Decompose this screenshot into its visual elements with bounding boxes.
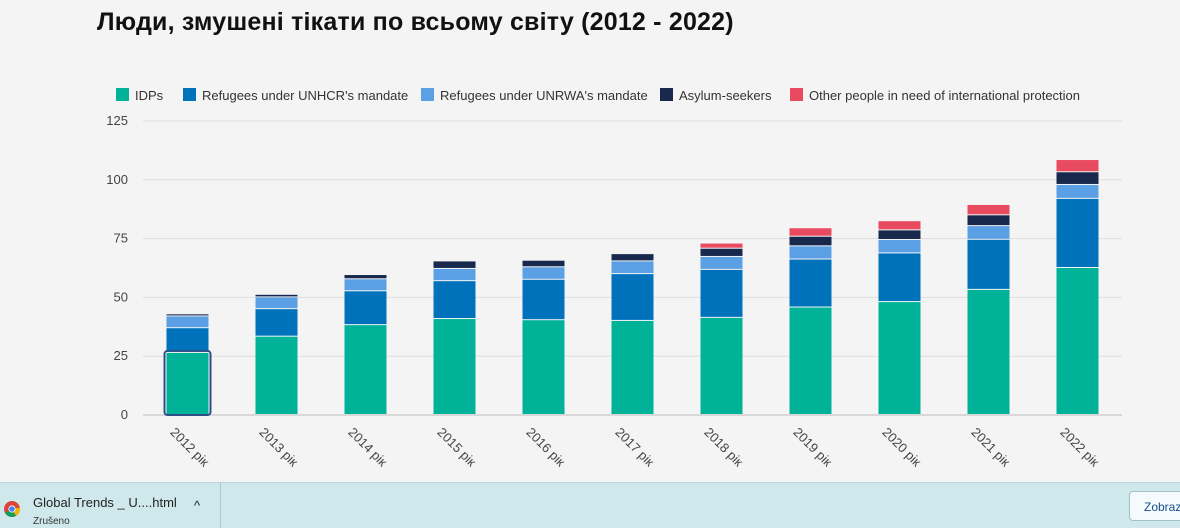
bar-segment [789, 246, 832, 259]
bar-segment [878, 302, 921, 414]
bar-segment [344, 279, 387, 291]
bar-segment [878, 221, 921, 230]
legend-label: Asylum-seekers [679, 88, 772, 103]
bar-segment [611, 254, 654, 261]
x-tick-label: 2015 рік [434, 425, 479, 470]
bar-segment [255, 294, 298, 297]
bar-segment [522, 279, 565, 320]
legend-swatch [183, 88, 196, 101]
bar-segment [967, 226, 1010, 239]
bar-segment [522, 267, 565, 279]
y-tick-label: 100 [106, 172, 128, 187]
chart-title: Люди, змушені тікати по всьому світу (20… [97, 8, 734, 36]
bar-segment [611, 261, 654, 274]
bar-segment [433, 268, 476, 281]
bar-segment [433, 319, 476, 414]
bar-segment [967, 289, 1010, 414]
bar-segment [611, 274, 654, 320]
x-tick-label: 2012 рік [167, 425, 212, 470]
bar-segment [255, 297, 298, 309]
x-tick-label: 2013 рік [256, 425, 301, 470]
bar-segment [878, 240, 921, 253]
legend-swatch [790, 88, 803, 101]
bar-segment [344, 325, 387, 414]
bar-segment [789, 259, 832, 307]
legend-label: Refugees under UNHCR's mandate [202, 88, 408, 103]
bar-segment [344, 275, 387, 279]
bar-segment [344, 291, 387, 325]
legend-label: Refugees under UNRWA's mandate [440, 88, 648, 103]
legend-swatch [116, 88, 129, 101]
bar-segment [166, 314, 209, 316]
download-bar: Global Trends _ U....html Zrušeno ^ Zobr… [0, 482, 1180, 528]
bar-segment [166, 352, 209, 414]
bar-segment [166, 316, 209, 328]
y-tick-label: 25 [114, 348, 128, 363]
bar-segment [1056, 160, 1099, 172]
legend-label: IDPs [135, 88, 164, 103]
bar-segment [967, 239, 1010, 289]
bar-segment [789, 236, 832, 246]
bar-segment [878, 230, 921, 240]
x-tick-label: 2017 рік [612, 425, 657, 470]
x-tick-label: 2014 рік [345, 425, 390, 470]
y-tick-label: 0 [121, 407, 128, 422]
bar-segment [255, 309, 298, 336]
download-item[interactable]: Global Trends _ U....html Zrušeno ^ [0, 483, 221, 528]
stacked-bar-chart: IDPs Refugees under UNHCR's mandate Refuge… [106, 88, 1122, 470]
legend-swatch [660, 88, 673, 101]
bar-selection-outline [163, 349, 212, 416]
bar-segment [522, 260, 565, 267]
bar-segment [255, 336, 298, 414]
bar-segment [700, 269, 743, 317]
bar-segment [967, 215, 1010, 226]
download-filename: Global Trends _ U....html [33, 495, 177, 510]
bar-segment [433, 281, 476, 319]
bar-segment [700, 317, 743, 414]
bar-segment [967, 204, 1010, 215]
y-tick-label: 50 [114, 289, 128, 304]
bar-segment [789, 228, 832, 236]
download-status: Zrušeno [33, 516, 70, 527]
bar-segment [1056, 268, 1099, 414]
bar-segment [166, 328, 209, 352]
bar-segment [700, 248, 743, 256]
x-tick-label: 2019 рік [790, 425, 835, 470]
bar-segment [611, 320, 654, 414]
chevron-up-icon[interactable]: ^ [193, 498, 201, 513]
bar-segment [700, 256, 743, 269]
x-tick-label: 2020 рік [879, 425, 924, 470]
x-tick-label: 2022 рік [1057, 425, 1102, 470]
bar-segment [1056, 198, 1099, 267]
y-tick-label: 125 [106, 113, 128, 128]
bar-segment [700, 243, 743, 248]
x-tick-label: 2021 рік [968, 425, 1013, 470]
y-tick-label: 75 [114, 231, 128, 246]
bar-segment [522, 320, 565, 414]
bar-segment [1056, 184, 1099, 198]
x-tick-label: 2018 рік [701, 425, 746, 470]
bar-segment [433, 261, 476, 268]
bar-segment [878, 253, 921, 302]
legend-swatch [421, 88, 434, 101]
bar-segment [789, 307, 832, 414]
bar-segment [1056, 172, 1099, 184]
x-tick-label: 2016 рік [523, 425, 568, 470]
chrome-icon [4, 501, 20, 517]
legend-label: Other people in need of international pr… [809, 88, 1080, 103]
show-all-button[interactable]: Zobraz [1129, 491, 1180, 521]
